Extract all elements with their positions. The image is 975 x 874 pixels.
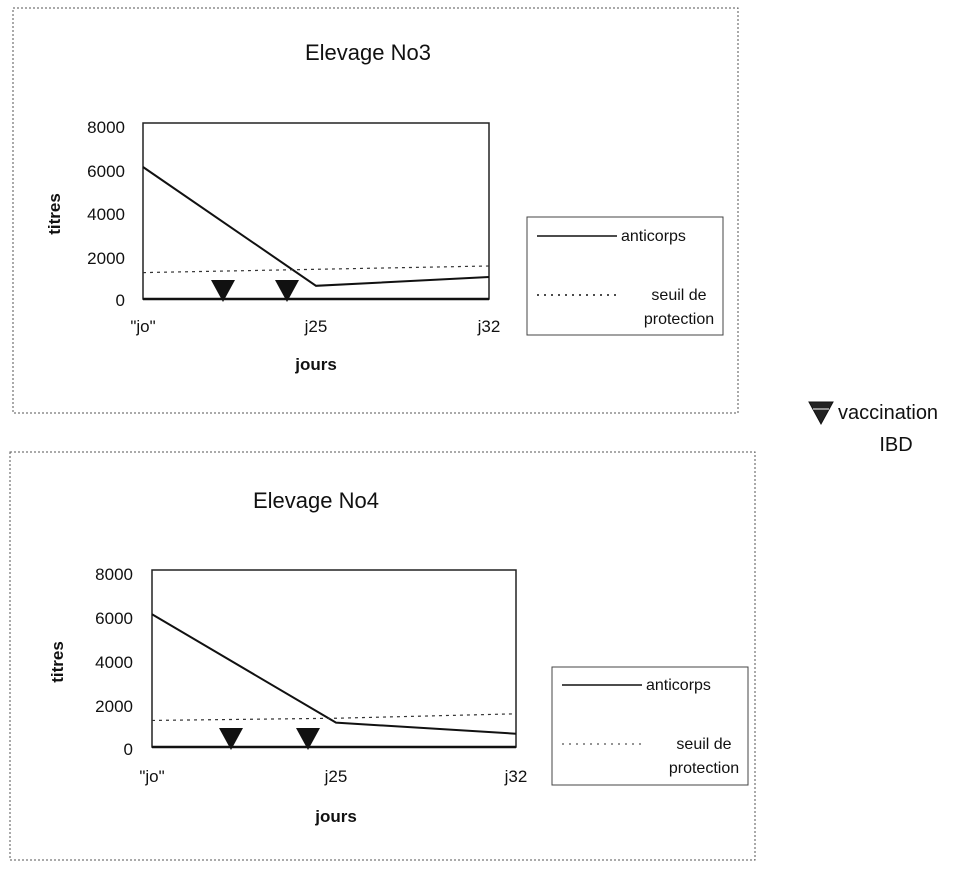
plot-area <box>142 122 490 300</box>
chart-frame <box>12 7 739 414</box>
y-tick-label: 6000 <box>87 162 125 181</box>
series-line-seuil <box>151 713 517 722</box>
y-tick-label: 6000 <box>95 609 133 628</box>
x-axis-label: jours <box>314 807 357 826</box>
legend-label: seuil de <box>651 287 706 304</box>
series-line-anticorps <box>142 166 490 287</box>
vaccination-marker <box>296 728 320 750</box>
legend: anticorps seuil de protection <box>551 666 749 786</box>
x-ticks: "jo" j25 j32 <box>139 767 527 786</box>
legend-box <box>526 216 724 336</box>
y-tick-label: 4000 <box>95 653 133 672</box>
legend-box <box>551 666 749 786</box>
legend-label: anticorps <box>621 228 686 245</box>
series-line-anticorps <box>151 613 517 735</box>
legend-label: seuil de <box>676 736 731 753</box>
chart-elevage-no4: Elevage No4 8000 6000 4000 2000 0 "jo" j… <box>9 451 756 861</box>
vaccination-label-ibd: IBD <box>879 434 912 456</box>
chart-title: Elevage No4 <box>253 488 379 513</box>
legend-label: protection <box>644 311 714 328</box>
series-line-seuil <box>142 265 490 274</box>
legend-label: anticorps <box>646 677 711 694</box>
y-ticks: 8000 6000 4000 2000 0 <box>87 118 125 310</box>
vaccination-legend: vaccination IBD <box>808 401 938 456</box>
y-tick-label: 4000 <box>87 205 125 224</box>
vaccination-label: vaccination <box>838 402 938 424</box>
legend-label: protection <box>669 760 739 777</box>
y-tick-label: 2000 <box>87 249 125 268</box>
x-tick-label: j25 <box>324 767 348 786</box>
x-axis-label: jours <box>294 355 337 374</box>
y-axis-label: titres <box>48 641 67 683</box>
series-group <box>151 613 517 750</box>
y-tick-label: 0 <box>124 740 133 759</box>
y-tick-label: 0 <box>116 291 125 310</box>
x-tick-label: j25 <box>304 317 328 336</box>
series-group <box>142 166 490 302</box>
down-triangle-icon <box>808 401 834 426</box>
x-tick-label: "jo" <box>139 767 164 786</box>
y-tick-label: 8000 <box>87 118 125 137</box>
chart-elevage-no3: Elevage No3 8000 6000 4000 2000 0 "jo" j… <box>12 7 739 414</box>
chart-title: Elevage No3 <box>305 40 431 65</box>
vaccination-marker <box>275 280 299 302</box>
y-axis-label: titres <box>45 193 64 235</box>
y-tick-label: 8000 <box>95 565 133 584</box>
y-tick-label: 2000 <box>95 697 133 716</box>
legend: anticorps seuil de protection <box>526 216 724 336</box>
vaccination-marker <box>211 280 235 302</box>
vaccination-marker <box>219 728 243 750</box>
x-tick-label: "jo" <box>130 317 155 336</box>
x-tick-label: j32 <box>477 317 501 336</box>
x-ticks: "jo" j25 j32 <box>130 317 500 336</box>
x-tick-label: j32 <box>504 767 528 786</box>
y-ticks: 8000 6000 4000 2000 0 <box>95 565 133 759</box>
chart-frame <box>9 451 756 861</box>
